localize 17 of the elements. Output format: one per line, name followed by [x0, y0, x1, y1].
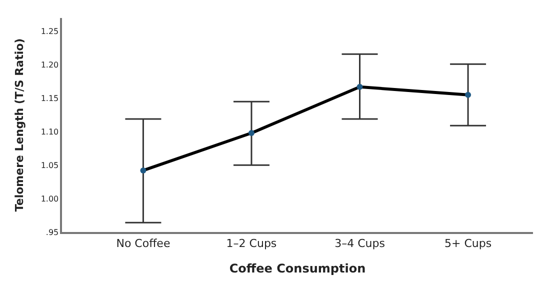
- y-tick-label: 1.05: [40, 160, 59, 170]
- point: [465, 92, 472, 98]
- y-tick-label: .95: [46, 228, 59, 237]
- y-tick-label: 1.25: [40, 27, 59, 36]
- y-tick-label: 1.00: [40, 194, 59, 204]
- x-tick-label: 1–2 Cups: [226, 236, 277, 250]
- y-tick-label: 1.15: [40, 94, 59, 104]
- point: [248, 130, 254, 136]
- point: [356, 84, 363, 90]
- x-tick-label: 5+ Cups: [444, 236, 492, 250]
- y-tick-label: 1.20: [40, 60, 59, 70]
- x-tick-label: 3–4 Cups: [334, 236, 386, 250]
- point: [140, 167, 146, 174]
- y-tick-label: 1.10: [40, 127, 59, 136]
- y-axis-title: Telomere Length (T/S Ratio): [12, 38, 26, 212]
- x-axis-title: Coffee Consumption: [229, 261, 366, 276]
- x-tick-label: No Coffee: [116, 236, 170, 250]
